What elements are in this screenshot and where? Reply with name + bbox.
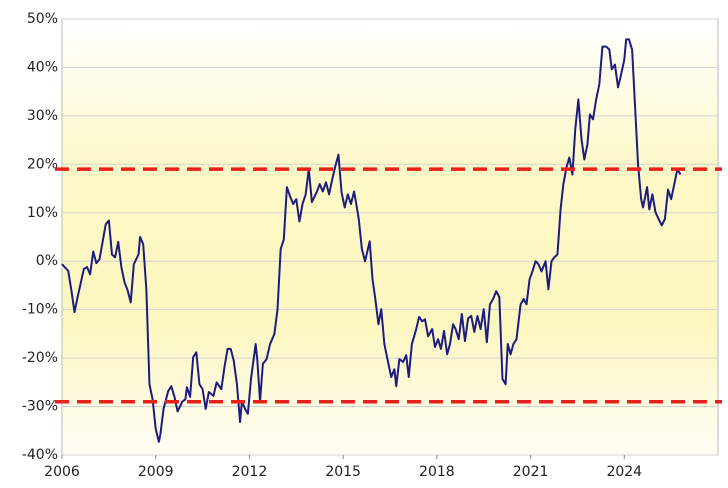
- x-tick-label: 2009: [138, 464, 174, 480]
- x-tick-label: 2015: [325, 464, 361, 480]
- y-tick-label: 20%: [27, 156, 58, 172]
- x-tick-label: 2024: [606, 464, 642, 480]
- y-tick-label: -30%: [22, 399, 58, 415]
- y-tick-label: -40%: [22, 447, 58, 463]
- x-tick-label: 2012: [232, 464, 268, 480]
- y-tick-label: 30%: [27, 108, 58, 124]
- x-tick-label: 2018: [419, 464, 455, 480]
- y-tick-label: 10%: [27, 205, 58, 221]
- y-tick-label: -10%: [22, 302, 58, 318]
- y-tick-label: 40%: [27, 59, 58, 75]
- plot-area: [61, 18, 719, 456]
- y-tick-label: 0%: [36, 253, 58, 269]
- x-tick-label: 2006: [44, 464, 80, 480]
- x-tick-label: 2021: [513, 464, 549, 480]
- data-line: [61, 38, 682, 443]
- y-tick-label: -20%: [22, 350, 58, 366]
- y-tick-label: 50%: [27, 11, 58, 27]
